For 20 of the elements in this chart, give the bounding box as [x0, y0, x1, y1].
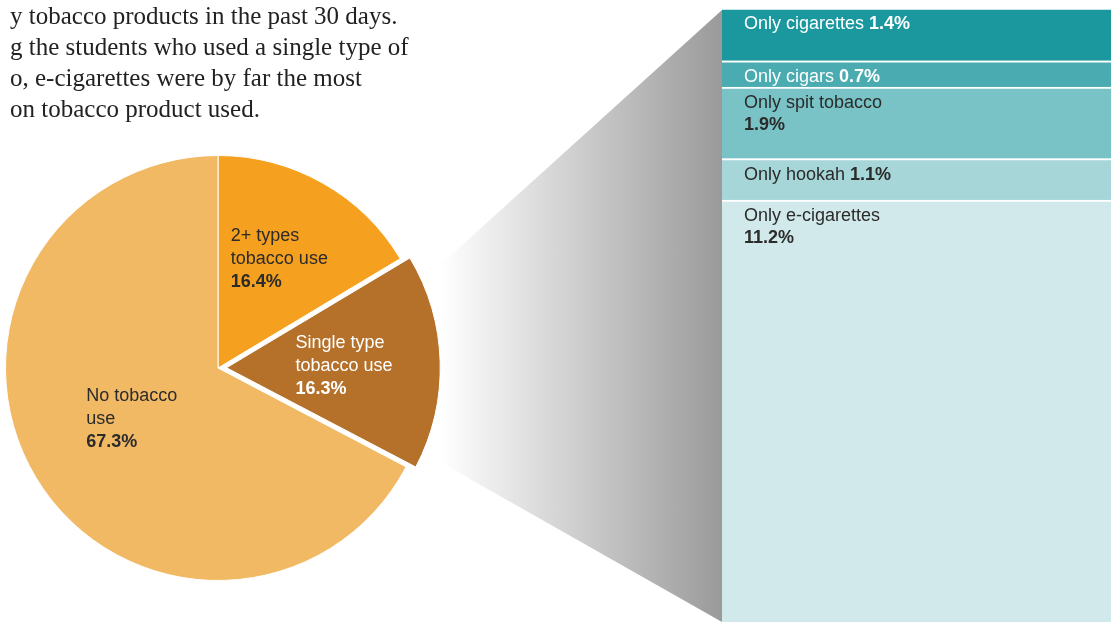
data-label: 1.1% [850, 163, 892, 184]
data-label: 1.4% [869, 12, 911, 33]
text: y tobacco products in the past 30 days. [10, 1, 399, 31]
data-label: 11.2% [744, 227, 795, 248]
data-label: 67.3% [86, 431, 138, 452]
series-label: Only cigars [744, 65, 835, 86]
slice-label: No tobacco use [86, 385, 178, 429]
series-label: Only hookah [744, 163, 846, 184]
text: on tobacco product used. [10, 94, 261, 124]
text: g the students who used a single type of [10, 32, 409, 62]
slice-label: 2+ types tobacco use [230, 225, 328, 269]
series-label: Only spit tobacco [744, 92, 883, 113]
data-label: 16.4% [230, 271, 282, 292]
text: o, e-cigarettes were by far the most [10, 63, 363, 93]
series-label: Only cigarettes [744, 12, 865, 33]
slice-label: Single type tobacco use [295, 332, 393, 376]
data-label: 0.7% [839, 65, 881, 86]
series-label: Only e-cigarettes [744, 205, 881, 226]
data-label: 16.3% [295, 378, 347, 399]
data-label: 1.9% [744, 114, 786, 135]
